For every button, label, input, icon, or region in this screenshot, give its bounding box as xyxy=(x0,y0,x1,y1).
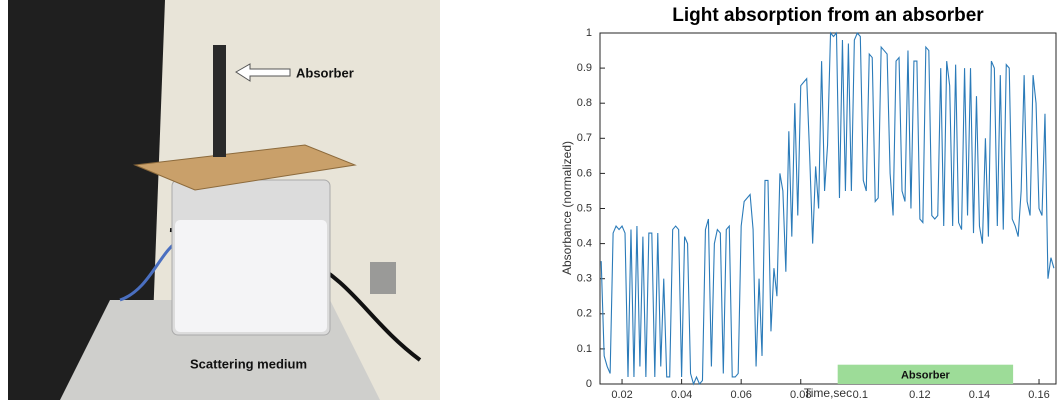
x-tick-label: 0.08 xyxy=(790,389,811,400)
y-tick-label: 1 xyxy=(586,27,592,39)
y-tick-label: 0.6 xyxy=(577,167,592,179)
photo-arrow xyxy=(235,63,291,82)
data-line xyxy=(600,31,1055,386)
y-tick-label: 0.4 xyxy=(577,238,592,250)
photo-socket xyxy=(370,262,396,294)
y-tick-label: 0.1 xyxy=(577,343,592,355)
y-tick-label: 0.9 xyxy=(577,62,592,74)
photo-liquid xyxy=(175,220,327,332)
x-tick-label: 0.14 xyxy=(969,389,990,400)
photo-cardboard xyxy=(133,144,357,191)
y-tick-label: 0 xyxy=(586,378,592,390)
x-tick-label: 0.06 xyxy=(730,389,751,400)
x-tick-label: 0.04 xyxy=(671,389,692,400)
photo-absorber-rod xyxy=(213,45,226,157)
x-tick-label: 0.16 xyxy=(1028,389,1049,400)
photo-label: Scattering medium xyxy=(190,356,307,371)
y-tick-label: 0.3 xyxy=(577,273,592,285)
y-tick-label: 0.5 xyxy=(577,202,592,214)
chart: Light absorption from an absorber Time,s… xyxy=(560,5,1057,401)
y-tick-label: 0.8 xyxy=(577,97,592,109)
annotation-label: Absorber xyxy=(901,369,951,381)
y-tick-label: 0.7 xyxy=(577,132,592,144)
x-axis-label: Time,sec xyxy=(804,386,852,400)
x-tick-label: 0.02 xyxy=(611,389,632,400)
photo: Absorber Scattering medium xyxy=(8,0,440,400)
plot-area xyxy=(599,32,1057,385)
chart-title: Light absorption from an absorber xyxy=(672,5,984,26)
x-tick-label: 0.12 xyxy=(909,389,930,400)
y-tick-label: 0.2 xyxy=(577,308,592,320)
photo-label: Absorber xyxy=(296,65,354,80)
y-axis-label: Absorbance (normalized) xyxy=(560,141,574,275)
annotation-band xyxy=(837,364,1014,384)
x-tick-label: 0.1 xyxy=(853,389,868,400)
